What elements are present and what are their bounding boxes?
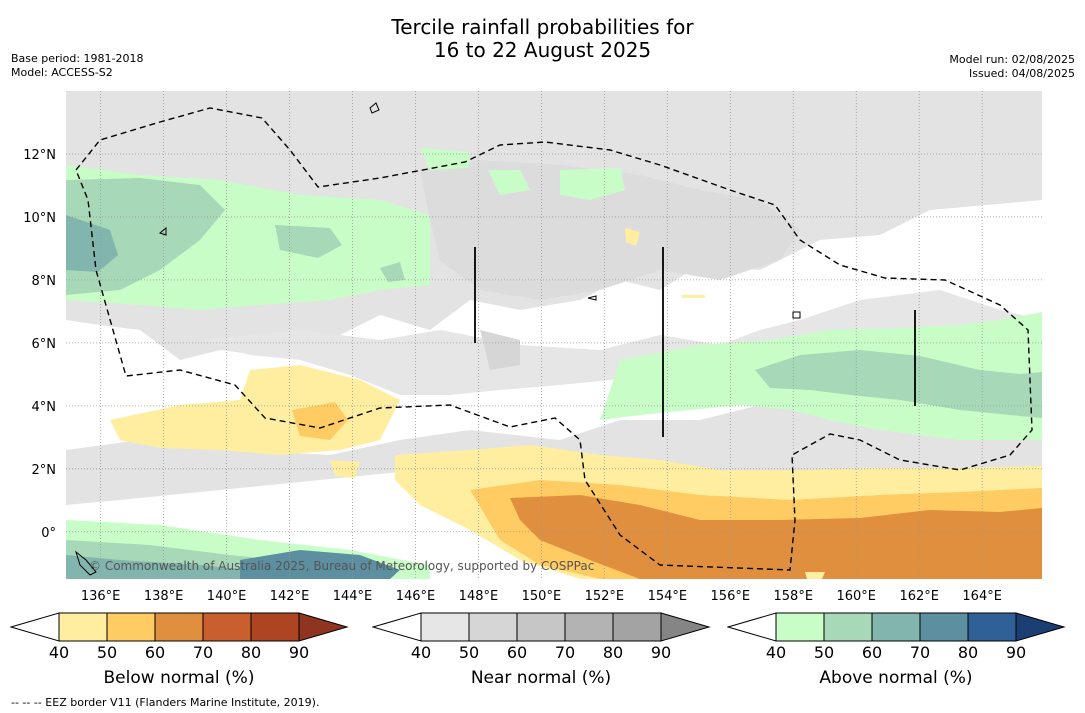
colorbar-below-arrow <box>298 612 349 642</box>
colorbar-segment <box>967 612 1017 642</box>
longitude-tick-label: 140°E <box>207 589 247 604</box>
colorbar-tick-label: 50 <box>813 643 835 662</box>
map-gridlines <box>66 91 1042 579</box>
above-normal-regions <box>66 148 1042 579</box>
longitude-tick-labels: 136°E 138°E 140°E 142°E 144°E 146°E 148°E 150°E… <box>81 589 1002 604</box>
islands <box>75 102 801 576</box>
longitude-tick-label: 154°E <box>648 589 688 604</box>
colorbar-tick-label: 90 <box>288 643 310 662</box>
colorbar-near-normal-title: Near normal (%) <box>470 668 612 688</box>
longitude-tick-label: 160°E <box>836 589 876 604</box>
longitude-tick-label: 156°E <box>711 589 751 604</box>
colorbar-tick-label: 70 <box>192 643 214 662</box>
colorbar-segment <box>823 612 873 642</box>
longitude-tick-label: 158°E <box>774 589 814 604</box>
base-period-text: Base period: 1981-2018 <box>11 52 144 65</box>
colorbar-tick-label: 80 <box>602 643 624 662</box>
latitude-tick-label: 12°N <box>23 148 56 163</box>
colorbar-below-normal-bar <box>10 612 349 642</box>
map-title-line1: Tercile rainfall probabilities for <box>391 15 694 39</box>
latitude-tick-label: 10°N <box>23 211 56 226</box>
colorbar-segment <box>250 612 300 642</box>
colorbar-tick-label: 60 <box>506 643 528 662</box>
colorbar-tick-label: 70 <box>909 643 931 662</box>
colorbar-tick-label: 80 <box>957 643 979 662</box>
latitude-tick-label: 4°N <box>32 400 57 415</box>
map-area <box>66 91 1042 579</box>
longitude-tick-label: 136°E <box>81 589 121 604</box>
issued-text: Issued: 04/08/2025 <box>968 67 1075 80</box>
colorbar-tick-label: 50 <box>458 643 480 662</box>
longitude-tick-label: 142°E <box>270 589 310 604</box>
longitude-tick-label: 150°E <box>522 589 562 604</box>
eez-border-west <box>75 107 1033 571</box>
colorbar-below-normal-title: Below normal (%) <box>103 668 255 688</box>
colorbar-segment <box>58 612 108 642</box>
colorbar-segment <box>919 612 969 642</box>
longitude-tick-label: 164°E <box>962 589 1002 604</box>
colorbar-tick-label: 90 <box>1005 643 1027 662</box>
colorbar-tick-label: 60 <box>861 643 883 662</box>
model-run-text: Model run: 02/08/2025 <box>949 53 1075 66</box>
latitude-tick-label: 0° <box>41 526 56 541</box>
colorbar-segment <box>202 612 252 642</box>
colorbar-tick-label: 40 <box>765 643 787 662</box>
model-text: Model: ACCESS-S2 <box>11 66 113 79</box>
colorbar-segment <box>154 612 204 642</box>
colorbar-segment <box>564 612 614 642</box>
colorbar-segment <box>612 612 662 642</box>
below-normal-regions <box>110 228 1042 579</box>
colorbar-above-normal-title: Above normal (%) <box>819 668 973 688</box>
longitude-tick-label: 138°E <box>144 589 184 604</box>
longitude-tick-label: 162°E <box>899 589 939 604</box>
latitude-tick-label: 8°N <box>32 274 57 289</box>
longitude-tick-label: 148°E <box>459 589 499 604</box>
longitude-tick-label: 146°E <box>396 589 436 604</box>
latitude-tick-label: 2°N <box>32 463 57 478</box>
colorbar-segment <box>106 612 156 642</box>
colorbar-tick-label: 80 <box>240 643 262 662</box>
colorbar-tick-label: 70 <box>554 643 576 662</box>
colorbar-tick-label: 40 <box>410 643 432 662</box>
latitude-tick-label: 6°N <box>32 337 57 352</box>
eez-footnote: -- -- -- EEZ border V11 (Flanders Marine… <box>11 696 320 709</box>
map-title-line2: 16 to 22 August 2025 <box>433 38 652 62</box>
colorbar-tick-label: 40 <box>48 643 70 662</box>
colorbar-segment <box>516 612 566 642</box>
copyright-text: © Commonwealth of Australia 2025, Bureau… <box>89 559 594 573</box>
colorbar-tick-label: 90 <box>650 643 672 662</box>
colorbar-segment <box>775 612 825 642</box>
longitude-tick-label: 144°E <box>333 589 373 604</box>
colorbar-segment <box>420 612 470 642</box>
colorbar-segment <box>871 612 921 642</box>
region-markers <box>474 247 916 437</box>
colorbar-tick-label: 60 <box>144 643 166 662</box>
longitude-tick-label: 152°E <box>585 589 625 604</box>
eez-borders <box>75 107 1033 571</box>
colorbar-above-normal-bar <box>727 612 1066 642</box>
colorbar-segment <box>468 612 518 642</box>
colorbar-near-normal-bar <box>372 612 711 642</box>
latitude-tick-labels: 12°N 10°N 8°N 6°N 4°N 2°N 0° <box>23 148 56 541</box>
colorbar-tick-label: 50 <box>96 643 118 662</box>
